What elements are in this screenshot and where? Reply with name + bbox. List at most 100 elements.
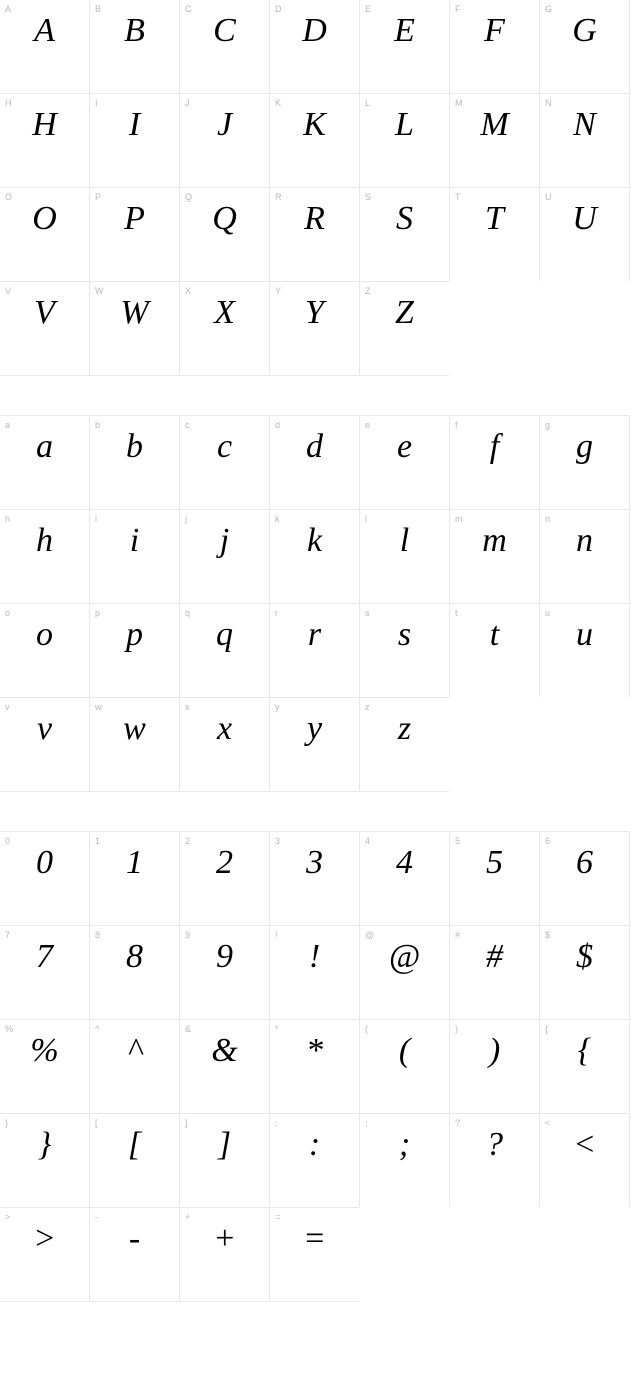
glyph-cell: NN xyxy=(539,93,630,188)
glyph-cell: && xyxy=(179,1019,270,1114)
glyph-display: u xyxy=(540,616,629,653)
glyph-display: E xyxy=(360,12,449,49)
glyph-cell: << xyxy=(539,1113,630,1208)
glyph-section-digits-symbols: 00112233445566778899!!@@##$$%%^^&&**(())… xyxy=(0,832,640,1302)
glyph-cell: uu xyxy=(539,603,630,698)
glyph-cell: ww xyxy=(89,697,180,792)
empty-cell xyxy=(359,1207,450,1302)
glyph-display: 6 xyxy=(540,844,629,881)
glyph-cell: }} xyxy=(0,1113,90,1208)
glyph-cell: bb xyxy=(89,415,180,510)
empty-cell xyxy=(539,281,630,376)
glyph-cell: JJ xyxy=(179,93,270,188)
glyph-cell: CC xyxy=(179,0,270,94)
glyph-display: n xyxy=(540,522,629,559)
glyph-cell: @@ xyxy=(359,925,450,1020)
glyph-cell: 22 xyxy=(179,831,270,926)
glyph-cell: ;; xyxy=(359,1113,450,1208)
glyph-cell: OO xyxy=(0,187,90,282)
glyph-display: > xyxy=(0,1220,89,1257)
glyph-cell: oo xyxy=(0,603,90,698)
glyph-display: s xyxy=(360,616,449,653)
glyph-cell: AA xyxy=(0,0,90,94)
glyph-cell: hh xyxy=(0,509,90,604)
glyph-display: ] xyxy=(180,1126,269,1163)
glyph-display: C xyxy=(180,12,269,49)
glyph-cell: aa xyxy=(0,415,90,510)
glyph-display: ! xyxy=(270,938,359,975)
glyph-cell: VV xyxy=(0,281,90,376)
glyph-cell: )) xyxy=(449,1019,540,1114)
glyph-cell: TT xyxy=(449,187,540,282)
empty-cell xyxy=(449,281,540,376)
glyph-display: ) xyxy=(450,1032,539,1069)
glyph-cell: ]] xyxy=(179,1113,270,1208)
glyph-cell: dd xyxy=(269,415,360,510)
glyph-display: d xyxy=(270,428,359,465)
glyph-display: Q xyxy=(180,200,269,237)
glyph-cell: zz xyxy=(359,697,450,792)
glyph-display: ? xyxy=(450,1126,539,1163)
glyph-cell: ff xyxy=(449,415,540,510)
glyph-display: y xyxy=(270,710,359,747)
glyph-display: 1 xyxy=(90,844,179,881)
glyph-display: R xyxy=(270,200,359,237)
glyph-cell: HH xyxy=(0,93,90,188)
glyph-cell: ++ xyxy=(179,1207,270,1302)
glyph-cell: nn xyxy=(539,509,630,604)
glyph-display: H xyxy=(0,106,89,143)
glyph-display: l xyxy=(360,522,449,559)
glyph-display: w xyxy=(90,710,179,747)
glyph-display: < xyxy=(540,1126,629,1163)
glyph-cell: PP xyxy=(89,187,180,282)
glyph-cell: ii xyxy=(89,509,180,604)
character-map: AABBCCDDEEFFGGHHIIJJKKLLMMNNOOPPQQRRSSTT… xyxy=(0,0,640,1302)
glyph-cell: jj xyxy=(179,509,270,604)
glyph-cell: GG xyxy=(539,0,630,94)
glyph-display: X xyxy=(180,294,269,331)
glyph-display: r xyxy=(270,616,359,653)
glyph-display: q xyxy=(180,616,269,653)
glyph-display: 2 xyxy=(180,844,269,881)
glyph-display: i xyxy=(90,522,179,559)
glyph-display: I xyxy=(90,106,179,143)
glyph-cell: QQ xyxy=(179,187,270,282)
glyph-cell: mm xyxy=(449,509,540,604)
glyph-cell: ZZ xyxy=(359,281,450,376)
glyph-cell: == xyxy=(269,1207,360,1302)
glyph-display: Z xyxy=(360,294,449,331)
glyph-display: P xyxy=(90,200,179,237)
glyph-display: ^ xyxy=(90,1032,179,1069)
glyph-cell: ^^ xyxy=(89,1019,180,1114)
glyph-display: h xyxy=(0,522,89,559)
glyph-cell: II xyxy=(89,93,180,188)
glyph-section-lowercase: aabbccddeeffgghhiijjkkllmmnnooppqqrrsstt… xyxy=(0,416,640,792)
glyph-display: j xyxy=(180,522,269,559)
glyph-section-uppercase: AABBCCDDEEFFGGHHIIJJKKLLMMNNOOPPQQRRSSTT… xyxy=(0,0,640,376)
glyph-cell: UU xyxy=(539,187,630,282)
glyph-display: ( xyxy=(360,1032,449,1069)
glyph-cell: ee xyxy=(359,415,450,510)
glyph-display: z xyxy=(360,710,449,747)
glyph-display: T xyxy=(450,200,539,237)
glyph-cell: EE xyxy=(359,0,450,94)
glyph-cell: qq xyxy=(179,603,270,698)
glyph-cell: cc xyxy=(179,415,270,510)
glyph-display: : xyxy=(270,1126,359,1163)
glyph-cell: MM xyxy=(449,93,540,188)
glyph-cell: YY xyxy=(269,281,360,376)
glyph-cell: DD xyxy=(269,0,360,94)
glyph-display: L xyxy=(360,106,449,143)
glyph-cell: 33 xyxy=(269,831,360,926)
glyph-display: p xyxy=(90,616,179,653)
glyph-cell: -- xyxy=(89,1207,180,1302)
glyph-display: = xyxy=(270,1220,359,1257)
glyph-display: % xyxy=(0,1032,89,1069)
glyph-display: [ xyxy=(90,1126,179,1163)
glyph-display: * xyxy=(270,1032,359,1069)
glyph-cell: XX xyxy=(179,281,270,376)
glyph-cell: ** xyxy=(269,1019,360,1114)
glyph-cell: 99 xyxy=(179,925,270,1020)
glyph-display: N xyxy=(540,106,629,143)
glyph-display: v xyxy=(0,710,89,747)
